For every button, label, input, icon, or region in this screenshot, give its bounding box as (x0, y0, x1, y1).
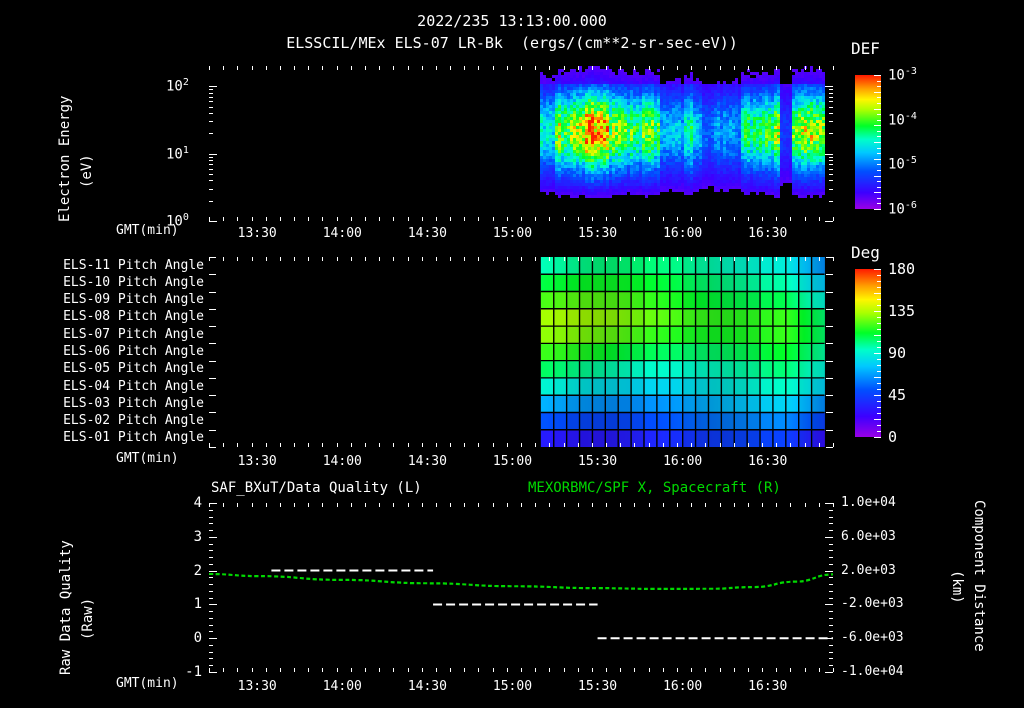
pitch-angle-row-4: ELS-04 Pitch Angle (63, 378, 204, 394)
panel3-ylabel-right: Component Distance (971, 500, 987, 652)
panel2-xlabel: GMT(min) (116, 451, 179, 466)
panel3-ylabel-right-units: (km) (949, 570, 965, 604)
panel1-ylabel: Electron Energy (57, 95, 73, 222)
panel1-ytick-exp-2: 2 (182, 77, 189, 89)
def-colorbar-title: DEF (851, 39, 880, 58)
panel1-xlabel: GMT(min) (116, 223, 179, 238)
plot-timestamp-title: 2022/235 13:13:00.000 (417, 12, 607, 30)
panel3-xtick-13:30: 13:30 (237, 679, 277, 694)
panel1-ytick-exp-1: 1 (182, 144, 189, 156)
panel2-xtick-16:00: 16:00 (663, 454, 703, 469)
panel3-ytick-left-0: 0 (193, 630, 202, 647)
deg-label-45: 45 (888, 386, 907, 404)
pitch-angle-row-11: ELS-11 Pitch Angle (63, 257, 204, 273)
panel3-xtick-14:00: 14:00 (322, 679, 362, 694)
panel3-ylabel-units: (Raw) (80, 597, 96, 640)
def-label-exp-3: -6 (904, 200, 917, 211)
pitch-angle-row-3: ELS-03 Pitch Angle (63, 395, 204, 411)
panel2-xtick-15:00: 15:00 (492, 454, 533, 469)
deg-label-180: 180 (888, 260, 916, 278)
panel1-xtick-15:30: 15:30 (578, 226, 618, 241)
deg-label-135: 135 (888, 302, 916, 320)
pitch-angle-row-2: ELS-02 Pitch Angle (63, 413, 204, 429)
panel3-ytick-right-2.0e+03: 2.0e+03 (841, 562, 896, 578)
panel1-xtick-13:30: 13:30 (237, 226, 277, 241)
panel1-ytick-base-0: 100 (166, 212, 189, 230)
deg-colorbar-title: Deg (851, 243, 880, 262)
panel3-ytick-left--1: -1 (185, 664, 202, 680)
panel3-title-right: MEXORBMC/SPF X, Spacecraft (R) (528, 480, 781, 496)
pitch-angle-image (209, 257, 833, 447)
plot-subtitle: ELSSCIL/MEx ELS-07 LR-Bk (ergs/(cm**2-sr… (286, 34, 738, 52)
def-label-1: 10-4 (888, 110, 917, 129)
panel3-ytick-left-3: 3 (193, 528, 202, 545)
pitch-angle-row-10: ELS-10 Pitch Angle (63, 274, 204, 290)
panel3-ytick-left-1: 1 (193, 596, 202, 613)
deg-colorbar (855, 269, 881, 437)
pitch-angle-row-1: ELS-01 Pitch Angle (63, 430, 204, 446)
def-label-3: 10-6 (888, 200, 917, 218)
panel1-ylabel-units: (eV) (79, 154, 95, 188)
def-label-exp-2: -5 (904, 155, 917, 167)
def-label-exp-1: -4 (904, 110, 917, 122)
panel1-xtick-14:00: 14:00 (322, 226, 362, 241)
pitch-angle-frame (209, 257, 833, 447)
panel3-ytick-right-6.0e+03: 6.0e+03 (841, 528, 896, 544)
panel3-title-left: SAF_BXuT/Data Quality (L) (211, 480, 422, 496)
data-quality-frame (209, 503, 833, 672)
panel3-ytick-left-4: 4 (193, 495, 202, 511)
pitch-angle-row-6: ELS-06 Pitch Angle (63, 344, 204, 359)
electron-energy-spectrogram-image (209, 66, 833, 221)
pitch-angle-row-5: ELS-05 Pitch Angle (63, 361, 204, 377)
panel3-ytick-right--1.0e+04: -1.0e+04 (841, 664, 904, 679)
panel3-ytick-right--2.0e+03: -2.0e+03 (841, 596, 904, 612)
panel2-xtick-16:30: 16:30 (748, 454, 788, 469)
deg-label-90: 90 (888, 344, 907, 362)
panel1-ytick-base-2: 102 (166, 77, 189, 95)
panel3-ytick-left-2: 2 (193, 562, 202, 579)
def-label-2: 10-5 (888, 155, 917, 173)
panel2-xtick-13:30: 13:30 (237, 454, 277, 469)
panel3-xtick-15:30: 15:30 (578, 679, 618, 694)
panel3-xlabel: GMT(min) (116, 676, 179, 691)
panel2-xtick-14:30: 14:30 (407, 454, 447, 469)
def-label-exp-0: -3 (904, 66, 917, 77)
panel1-xtick-14:30: 14:30 (407, 226, 447, 241)
panel1-xtick-15:00: 15:00 (492, 226, 533, 241)
def-label-0: 10-3 (888, 66, 917, 84)
deg-label-0: 0 (888, 428, 898, 446)
pitch-angle-row-7: ELS-07 Pitch Angle (63, 326, 204, 342)
panel3-ytick-right-1.0e+04: 1.0e+04 (841, 495, 896, 510)
panel3-ytick-right--6.0e+03: -6.0e+03 (841, 630, 904, 646)
pitch-angle-row-8: ELS-08 Pitch Angle (63, 309, 204, 325)
panel3-xtick-16:00: 16:00 (663, 679, 703, 694)
panel3-xtick-14:30: 14:30 (407, 679, 447, 694)
pitch-angle-row-9: ELS-09 Pitch Angle (63, 292, 204, 308)
panel2-xtick-14:00: 14:00 (322, 454, 362, 469)
panel3-xtick-15:00: 15:00 (492, 679, 533, 694)
panel1-ytick-base-1: 101 (166, 144, 189, 163)
electron-energy-spectrogram-frame (209, 66, 833, 221)
panel1-ytick-exp-0: 0 (182, 212, 189, 223)
panel3-ylabel: Raw Data Quality (58, 540, 74, 675)
data-quality-orbit-traces (209, 503, 833, 672)
panel3-xtick-16:30: 16:30 (748, 679, 788, 694)
panel1-xtick-16:30: 16:30 (748, 226, 788, 241)
panel2-xtick-15:30: 15:30 (578, 454, 618, 469)
panel1-xtick-16:00: 16:00 (663, 226, 703, 241)
